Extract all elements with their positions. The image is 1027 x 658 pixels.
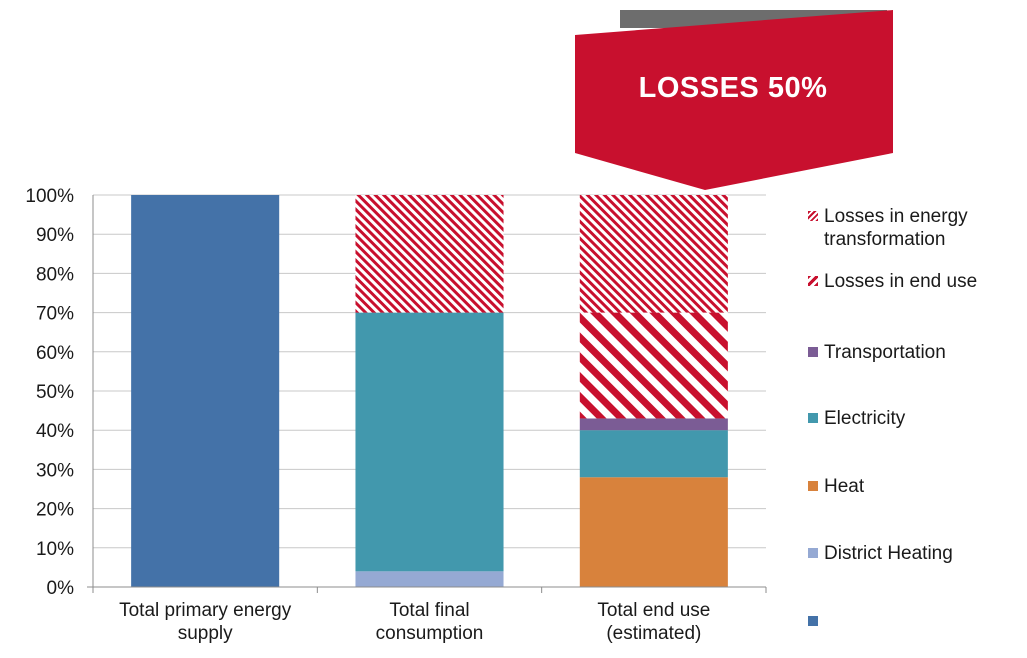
callout-arrow-shape xyxy=(575,10,893,190)
bar-segment xyxy=(579,477,728,587)
bar-segment xyxy=(579,195,728,313)
y-tick-label: 20% xyxy=(36,500,74,521)
bar-segment xyxy=(355,312,504,572)
losses-callout: LOSSES 50% xyxy=(575,8,895,193)
legend-item: District Heating xyxy=(808,542,953,565)
callout-arrow xyxy=(575,10,893,190)
y-tick-label: 0% xyxy=(47,578,75,599)
legend-label: Losses in end use xyxy=(824,271,978,292)
y-tick-label: 60% xyxy=(36,343,74,364)
y-tick-label: 40% xyxy=(36,421,74,442)
x-category-label: Total final consumption xyxy=(376,600,484,644)
y-tick-label: 70% xyxy=(36,304,74,325)
y-tick-label: 100% xyxy=(25,186,74,207)
bar-segment xyxy=(579,418,728,431)
legend-item xyxy=(808,610,824,626)
legend-swatch xyxy=(808,347,818,357)
x-category-label: Total primary energy supply xyxy=(119,600,292,644)
y-tick-label: 30% xyxy=(36,460,74,481)
legend-item: Losses in end use xyxy=(808,270,977,293)
legend-swatch xyxy=(808,616,818,626)
legend-item: Transportation xyxy=(808,341,946,364)
bar-segment xyxy=(579,312,728,419)
y-tick-label: 50% xyxy=(36,382,74,403)
bar-segment xyxy=(355,571,504,587)
legend-label: District Heating xyxy=(824,543,953,564)
legend-swatch xyxy=(808,413,818,423)
legend-item: Heat xyxy=(808,475,864,498)
callout-label: LOSSES 50% xyxy=(638,72,828,104)
legend-swatch xyxy=(808,481,818,491)
bar-segment xyxy=(579,430,728,478)
legend-label: Losses in energy transformation xyxy=(824,206,968,250)
legend-item: Electricity xyxy=(808,407,905,430)
x-category-label: Total end use (estimated) xyxy=(597,600,710,644)
y-tick-label: 80% xyxy=(36,264,74,285)
legend-swatch xyxy=(808,211,818,221)
legend-label: Electricity xyxy=(824,408,906,429)
bar-segment xyxy=(131,195,280,587)
legend-swatch xyxy=(808,548,818,558)
legend-label: Heat xyxy=(824,476,865,497)
legend-label: Transportation xyxy=(824,342,946,363)
legend-item: Losses in energy transformation xyxy=(808,205,968,251)
y-tick-label: 10% xyxy=(36,539,74,560)
bar-segment xyxy=(355,195,504,313)
y-tick-label: 90% xyxy=(36,225,74,246)
axes: 0% 10% 20% 30% 40% 50% 60% 70% 80% 90% 100% Total p… xyxy=(25,186,767,644)
legend-swatch xyxy=(808,276,818,286)
bars xyxy=(131,195,728,587)
